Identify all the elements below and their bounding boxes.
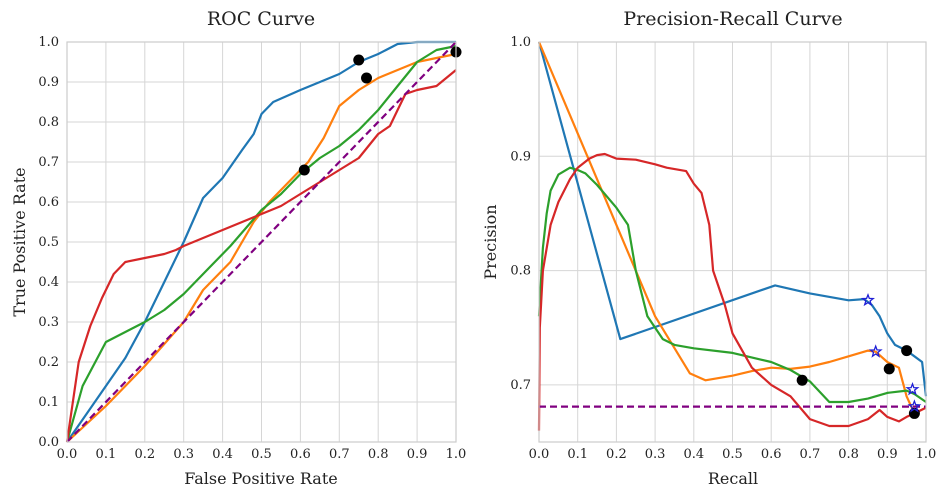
roc-x-tick-label: 0.9 — [407, 447, 428, 462]
pr-series-blue — [537, 41, 928, 397]
roc-x-tick-label: 1.0 — [446, 447, 467, 462]
roc-threshold-marker — [353, 54, 365, 66]
pr-threshold-marker — [883, 363, 895, 375]
pr-frame — [538, 41, 927, 443]
pr-markers — [796, 292, 922, 419]
roc-x-tick-label: 0.2 — [134, 447, 155, 462]
roc-y-tick-label: 0.6 — [38, 195, 59, 210]
pr-x-ticks: 0.0 0.1 0.2 0.3 0.4 0.5 0.6 0.7 0.8 0.9 1.0 — [529, 447, 937, 462]
pr-series-green — [537, 166, 927, 404]
roc-series-chance — [66, 41, 457, 443]
pr-x-tick-label: 0.8 — [838, 447, 859, 462]
roc-x-tick-label: 0.4 — [212, 447, 233, 462]
pr-series-red — [537, 152, 927, 431]
roc-y-tick-label: 0.3 — [38, 315, 59, 330]
roc-x-tick-label: 0.5 — [251, 447, 272, 462]
roc-x-tick-label: 0.6 — [290, 447, 311, 462]
pr-x-tick-label: 0.9 — [877, 447, 898, 462]
pr-panel: Precision-Recall Curve 0.0 0.1 0.2 0.3 0.4 0.… — [481, 8, 936, 488]
roc-y-ticks: 0.0 0.1 0.2 0.3 0.4 0.5 0.6 0.7 0.8 0.9 1.0 — [38, 35, 59, 450]
pr-y-ticks: 0.7 0.8 0.9 1.0 — [510, 35, 531, 393]
pr-x-tick-label: 0.1 — [567, 447, 588, 462]
pr-x-label: Recall — [708, 469, 758, 488]
roc-frame — [66, 41, 457, 443]
pr-x-tick-label: 1.0 — [916, 447, 937, 462]
roc-x-label: False Positive Rate — [184, 469, 338, 488]
roc-series-blue — [66, 40, 456, 443]
pr-star-marker — [907, 399, 922, 413]
pr-x-tick-label: 0.2 — [606, 447, 627, 462]
roc-x-tick-label: 0.0 — [57, 447, 78, 462]
roc-x-tick-label: 0.8 — [368, 447, 389, 462]
roc-series — [65, 40, 457, 443]
roc-y-tick-label: 0.5 — [38, 235, 59, 250]
pr-threshold-marker — [796, 374, 808, 386]
roc-panel: ROC Curve 0.0 0.1 0.2 0.3 0.4 0.5 0.6 0.7 0.8 0.9… — [10, 8, 466, 488]
pr-y-label: Precision — [481, 204, 500, 279]
roc-y-tick-label: 1.0 — [38, 35, 59, 50]
roc-series-green — [65, 44, 457, 443]
pr-star-marker — [868, 344, 883, 358]
pr-x-tick-label: 0.6 — [761, 447, 782, 462]
pr-grid — [538, 41, 927, 442]
roc-x-ticks: 0.0 0.1 0.2 0.3 0.4 0.5 0.6 0.7 0.8 0.9 1.0 — [57, 447, 467, 462]
roc-x-tick-label: 0.1 — [96, 447, 117, 462]
roc-x-tick-label: 0.3 — [173, 447, 194, 462]
roc-series-red — [65, 69, 457, 443]
pr-title: Precision-Recall Curve — [623, 8, 842, 30]
pr-y-tick-label: 1.0 — [510, 35, 531, 50]
pr-threshold-marker — [901, 345, 913, 357]
pr-x-tick-label: 0.7 — [800, 447, 821, 462]
pr-star-marker — [860, 292, 875, 307]
pr-series-orange — [537, 41, 927, 415]
roc-y-tick-label: 0.1 — [38, 395, 59, 410]
pr-y-tick-label: 0.9 — [510, 149, 531, 164]
roc-y-label: True Positive Rate — [10, 167, 29, 316]
pr-star-marker — [905, 382, 920, 396]
roc-y-tick-label: 0.2 — [38, 355, 59, 370]
pr-x-tick-label: 0.0 — [529, 447, 550, 462]
roc-threshold-marker — [361, 72, 373, 84]
pr-x-tick-label: 0.3 — [645, 447, 666, 462]
roc-y-tick-label: 0.9 — [38, 75, 59, 90]
roc-x-tick-label: 0.7 — [329, 447, 350, 462]
pr-y-tick-label: 0.7 — [510, 378, 531, 393]
pr-y-tick-label: 0.8 — [510, 264, 531, 279]
roc-title: ROC Curve — [207, 8, 315, 30]
pr-x-tick-label: 0.5 — [722, 447, 743, 462]
roc-y-tick-label: 0.4 — [38, 275, 59, 290]
roc-y-tick-label: 0.8 — [38, 115, 59, 130]
pr-x-tick-label: 0.4 — [683, 447, 704, 462]
pr-series — [537, 41, 928, 431]
roc-y-tick-label: 0.7 — [38, 155, 59, 170]
roc-y-tick-label: 0.0 — [38, 435, 59, 450]
roc-threshold-marker — [298, 164, 310, 176]
